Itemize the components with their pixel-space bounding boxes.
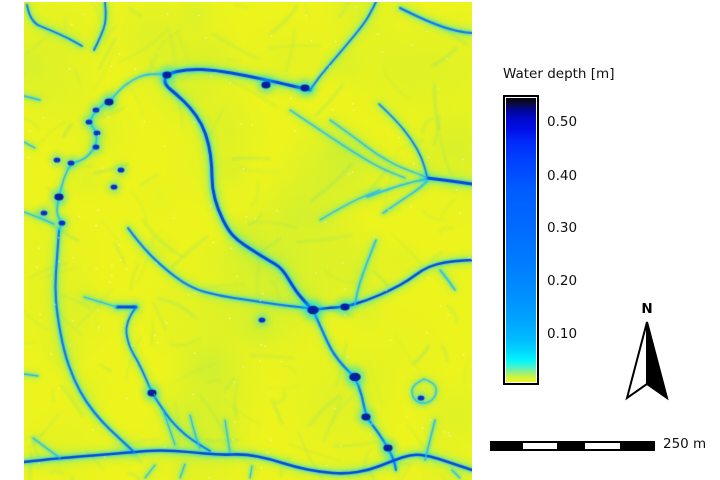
north-arrow-icon [625,321,669,401]
colorbar-tick-0.50: 0.50 [547,114,578,130]
north-label: N [641,301,653,317]
colorbar-gradient [506,98,536,382]
colorbar-tick-0.30: 0.30 [547,220,578,236]
colorbar-tick-0.10: 0.10 [547,326,578,342]
scale-bar-label: 250 m [663,436,707,452]
water-depth-raster-map [24,2,472,480]
colorbar-tick-0.40: 0.40 [547,168,578,184]
colorbar [503,95,539,385]
scale-bar [490,441,655,451]
colorbar-tick-0.20: 0.20 [547,273,578,289]
scale-bar-segment-white-2 [585,443,620,449]
colorbar-title: Water depth [m] [503,66,615,82]
scale-bar-segment-white-1 [523,443,557,449]
